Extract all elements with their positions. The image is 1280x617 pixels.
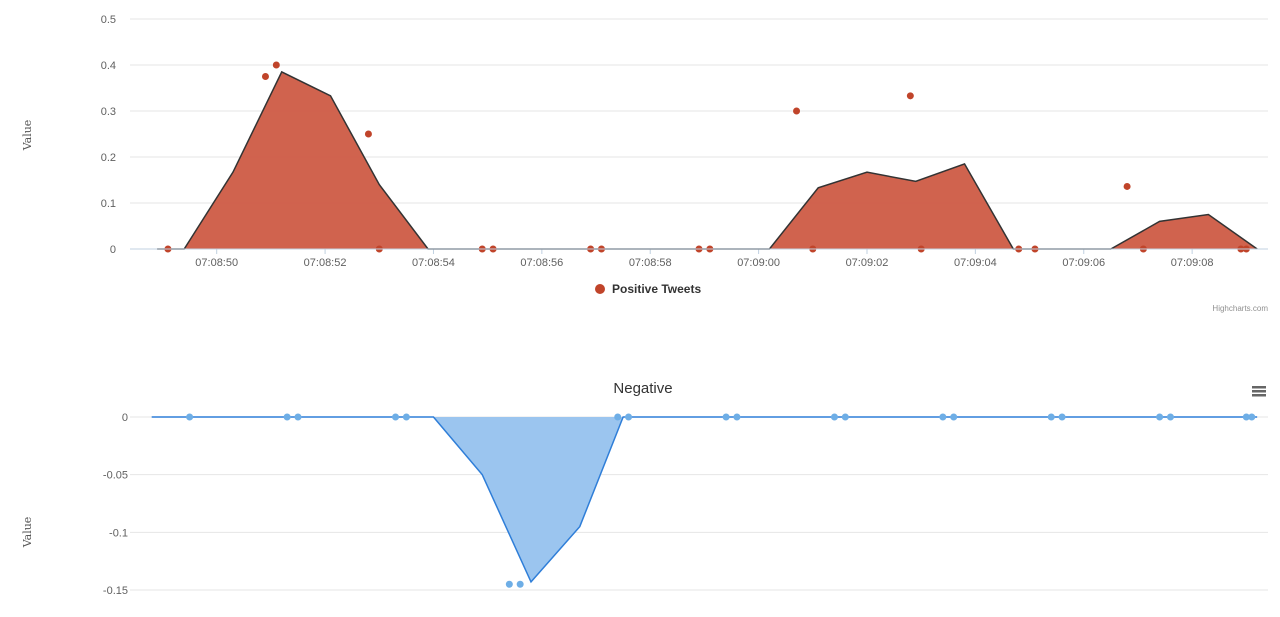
series-area bbox=[151, 417, 1258, 582]
chart-title: Negative bbox=[613, 380, 672, 397]
data-point bbox=[625, 413, 633, 421]
negative-chart: Negative 0 -0.05 -0.1 -0.15 Value bbox=[21, 380, 1268, 597]
x-tick-label: 07:09:08 bbox=[1171, 257, 1214, 269]
data-point bbox=[402, 413, 410, 421]
data-point bbox=[906, 92, 914, 100]
data-point bbox=[294, 413, 302, 421]
data-point bbox=[733, 413, 741, 421]
y-tick-label: -0.1 bbox=[109, 527, 128, 539]
x-tick-label: 07:08:52 bbox=[304, 257, 347, 269]
data-point bbox=[1156, 413, 1164, 421]
data-point bbox=[614, 413, 622, 421]
data-point bbox=[1058, 413, 1066, 421]
data-point bbox=[283, 413, 291, 421]
positive-chart: 0 0.1 0.2 0.3 0.4 0.5 Value 07:08:50 07:08:52 07:… bbox=[21, 14, 1268, 313]
data-point bbox=[364, 130, 372, 138]
y-axis-title: Value bbox=[21, 120, 34, 152]
legend-label: Positive Tweets bbox=[612, 282, 701, 296]
menu-bar bbox=[1252, 394, 1266, 397]
data-point bbox=[516, 580, 524, 588]
menu-bar bbox=[1252, 386, 1266, 389]
data-point bbox=[1166, 413, 1174, 421]
y-tick-label: 0.3 bbox=[101, 106, 116, 118]
x-tick-label: 07:09:02 bbox=[846, 257, 889, 269]
series-line bbox=[151, 416, 1258, 584]
credits-label: Highcharts.com bbox=[1212, 304, 1268, 313]
y-tick-label: 0 bbox=[110, 244, 116, 256]
x-tick-label: 07:09:00 bbox=[737, 257, 780, 269]
x-tick-label: 07:09:06 bbox=[1062, 257, 1105, 269]
hamburger-menu-icon[interactable] bbox=[1252, 386, 1266, 397]
data-point bbox=[793, 107, 801, 115]
data-point bbox=[261, 73, 269, 80]
x-tick-label: 07:08:54 bbox=[412, 257, 455, 269]
y-axis-title: Value bbox=[21, 517, 34, 549]
y-tick-label: -0.05 bbox=[103, 470, 128, 482]
y-tick-label: 0.1 bbox=[101, 198, 116, 210]
data-point bbox=[939, 413, 947, 421]
y-tick-label: 0.4 bbox=[101, 60, 116, 72]
data-point bbox=[1248, 413, 1256, 421]
y-tick-label: 0.5 bbox=[101, 14, 116, 26]
data-point bbox=[841, 413, 849, 421]
data-point bbox=[505, 580, 513, 588]
y-tick-label: 0 bbox=[122, 412, 128, 424]
data-point bbox=[1047, 413, 1055, 421]
data-point bbox=[830, 413, 838, 421]
menu-bar bbox=[1252, 390, 1266, 393]
x-tick-label: 07:08:50 bbox=[195, 257, 238, 269]
data-point bbox=[272, 61, 280, 69]
x-tick-label: 07:08:56 bbox=[520, 257, 563, 269]
legend-marker bbox=[595, 284, 605, 294]
data-point bbox=[722, 413, 730, 421]
y-tick-label: -0.15 bbox=[103, 585, 128, 597]
series-area bbox=[157, 71, 1258, 250]
x-tick-label: 07:08:58 bbox=[629, 257, 672, 269]
x-tick-label: 07:09:04 bbox=[954, 257, 997, 269]
data-point bbox=[186, 413, 194, 421]
data-point bbox=[392, 413, 400, 421]
data-point bbox=[950, 413, 958, 421]
y-tick-label: 0.2 bbox=[101, 152, 116, 164]
data-point bbox=[1123, 182, 1131, 190]
data-point bbox=[1242, 413, 1250, 421]
